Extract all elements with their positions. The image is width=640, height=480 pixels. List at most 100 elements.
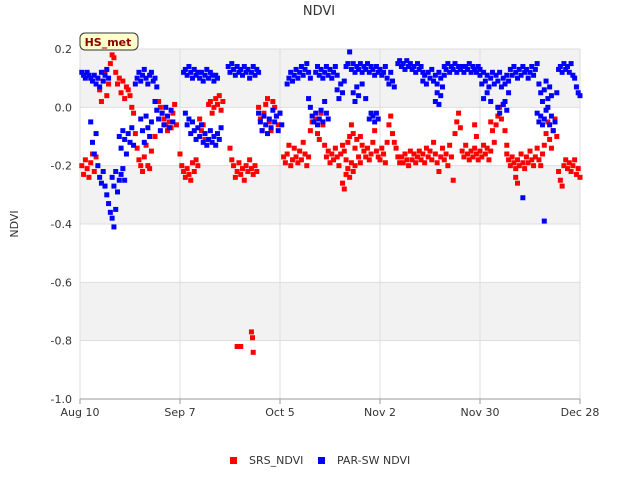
data-point — [320, 122, 326, 128]
data-point — [470, 64, 476, 69]
data-point — [95, 163, 101, 169]
data-point — [465, 151, 470, 157]
data-point — [90, 78, 95, 84]
data-point — [215, 101, 220, 107]
data-point — [134, 75, 140, 81]
data-point — [186, 171, 192, 177]
data-point — [504, 151, 510, 157]
data-point — [543, 107, 549, 113]
data-point — [534, 145, 540, 151]
data-point — [443, 66, 449, 72]
data-point — [320, 75, 326, 81]
data-point — [440, 145, 445, 151]
data-point — [434, 90, 440, 96]
data-point — [313, 69, 319, 75]
data-point — [511, 160, 517, 166]
data-point — [359, 142, 365, 148]
data-point — [390, 78, 395, 84]
data-point — [232, 174, 238, 180]
data-point — [352, 99, 358, 104]
data-point — [268, 128, 274, 134]
data-point — [148, 148, 154, 154]
data-point — [104, 192, 110, 198]
data-point — [352, 163, 358, 169]
data-point — [170, 119, 176, 125]
data-point — [193, 157, 199, 163]
data-point — [398, 64, 404, 69]
data-point — [313, 116, 319, 122]
data-point — [448, 64, 454, 69]
data-point — [82, 75, 88, 81]
x-tick-label: Sep 7 — [164, 406, 195, 419]
data-point — [247, 157, 253, 163]
x-tick-labels: Aug 10 Sep 7 Oct 5 Nov 2 Nov 30 Dec 28 — [61, 406, 600, 419]
data-point — [322, 99, 328, 104]
data-point — [520, 64, 526, 69]
data-point — [298, 157, 304, 163]
data-point — [500, 75, 506, 81]
data-point — [159, 110, 165, 116]
data-point — [268, 125, 274, 131]
data-point — [391, 84, 397, 90]
data-point — [322, 69, 328, 75]
data-point — [411, 151, 417, 157]
data-point — [425, 69, 431, 75]
legend-label-srs: SRS_NDVI — [249, 454, 303, 467]
data-point — [107, 209, 113, 215]
station-badge: HS_met — [79, 32, 139, 51]
data-point — [388, 113, 394, 119]
data-point — [254, 169, 260, 174]
data-point — [363, 96, 369, 102]
data-point — [84, 69, 90, 75]
data-point — [136, 69, 142, 75]
data-point — [452, 131, 458, 137]
data-point — [256, 69, 262, 75]
data-point — [413, 160, 419, 166]
data-point — [573, 84, 579, 90]
data-point — [507, 66, 513, 72]
data-point — [95, 75, 101, 81]
plot-band — [80, 224, 580, 283]
data-point — [282, 160, 288, 166]
data-point — [257, 119, 263, 125]
data-point — [538, 113, 544, 119]
data-point — [225, 64, 231, 69]
data-point — [281, 154, 287, 160]
data-point — [307, 104, 313, 110]
data-point — [81, 72, 87, 78]
data-point — [493, 122, 499, 128]
y-tick-label: -0.2 — [51, 160, 72, 173]
data-point — [506, 78, 512, 84]
data-point — [352, 69, 358, 75]
data-point — [118, 90, 124, 96]
data-point — [132, 131, 138, 137]
data-point — [170, 110, 176, 116]
data-point — [481, 96, 487, 102]
data-point — [261, 113, 267, 119]
data-point — [381, 151, 387, 157]
data-point — [527, 148, 533, 154]
data-point — [140, 72, 145, 78]
data-point — [400, 61, 406, 67]
data-point — [372, 72, 378, 78]
data-point — [193, 136, 199, 142]
data-point — [127, 93, 133, 99]
data-point — [273, 113, 279, 119]
data-point — [386, 81, 392, 87]
data-point — [122, 177, 128, 183]
data-point — [350, 90, 356, 96]
data-point — [416, 66, 422, 72]
data-point — [423, 145, 429, 151]
data-point — [366, 157, 372, 163]
data-point — [450, 66, 456, 72]
data-point — [86, 72, 92, 78]
data-point — [427, 148, 433, 154]
data-point — [507, 163, 513, 169]
data-point — [504, 107, 510, 113]
data-point — [181, 69, 187, 75]
data-point — [350, 61, 356, 67]
data-point — [197, 116, 203, 122]
data-point — [188, 69, 194, 75]
data-point — [356, 154, 362, 160]
data-point — [427, 75, 433, 81]
